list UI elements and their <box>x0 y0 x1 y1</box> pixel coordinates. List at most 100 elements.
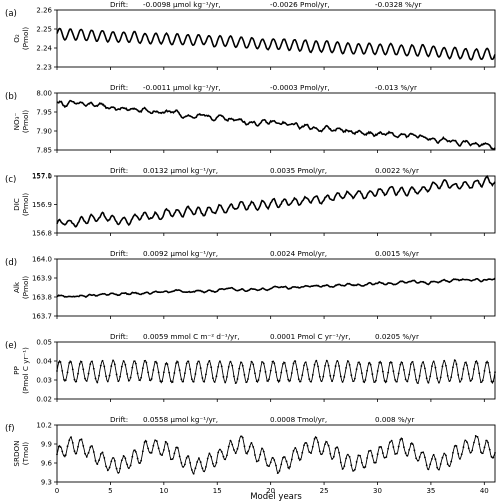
data-point <box>187 360 190 363</box>
data-point <box>276 379 279 382</box>
data-point <box>325 441 328 443</box>
data-point <box>145 440 148 443</box>
data-point <box>380 362 383 364</box>
data-point <box>250 442 253 444</box>
data-point <box>152 444 155 447</box>
data-point <box>313 437 316 440</box>
data-point <box>136 372 139 375</box>
data-point <box>136 457 139 460</box>
y-tick-label: 157.1 <box>32 172 52 180</box>
data-point <box>462 446 465 449</box>
data-point <box>192 380 195 383</box>
data-point <box>206 363 209 366</box>
data-point <box>406 454 409 457</box>
data-point <box>466 441 468 443</box>
data-point <box>383 456 386 459</box>
data-point <box>96 463 99 465</box>
y-axis-label: NO₃⁻ <box>12 112 21 130</box>
x-tick-label: 40 <box>480 487 489 495</box>
data-point <box>103 456 106 459</box>
data-point <box>390 361 393 364</box>
data-point <box>215 461 218 464</box>
data-point <box>462 368 465 370</box>
data-point <box>245 452 248 455</box>
data-point <box>259 453 262 456</box>
data-point <box>194 373 197 375</box>
data-point <box>313 363 316 366</box>
x-tick-label: 5 <box>108 487 112 495</box>
data-point <box>80 438 83 441</box>
data-point <box>262 450 265 453</box>
drift-text: 0.0015 %/yr <box>375 249 419 258</box>
data-point <box>70 361 72 363</box>
data-point <box>127 379 130 382</box>
data-point <box>99 453 102 455</box>
y-tick-label: 7.85 <box>36 147 52 155</box>
y-axis-label: (Pmol) <box>21 27 30 51</box>
data-point <box>194 467 197 470</box>
data-point <box>164 363 167 365</box>
data-point <box>168 371 171 374</box>
data-point <box>108 374 111 377</box>
data-point <box>175 362 178 365</box>
data-point <box>425 464 428 467</box>
data-point <box>296 450 298 453</box>
data-point <box>278 379 281 382</box>
data-point <box>110 460 113 463</box>
drift-text: 0.0035 Pmol/yr, <box>270 166 327 175</box>
data-point <box>191 469 193 471</box>
data-point <box>360 461 363 464</box>
data-point <box>341 381 344 383</box>
series-line <box>56 99 496 151</box>
drift-text: 0.0008 Tmol/yr, <box>270 415 327 424</box>
data-point <box>378 361 381 364</box>
data-point <box>431 457 433 460</box>
data-point <box>432 453 435 456</box>
data-point <box>59 446 62 448</box>
data-point <box>143 359 146 362</box>
panel-f: (f) Drift: 0.0558 μmol kg⁻¹/yr, 0.0008 Tmol… <box>5 415 496 495</box>
data-point <box>257 379 260 381</box>
data-point <box>206 457 209 460</box>
data-point <box>252 363 255 366</box>
data-point <box>201 377 204 379</box>
data-point <box>481 379 484 382</box>
data-point <box>140 376 143 379</box>
data-point <box>145 361 148 364</box>
data-point <box>115 373 118 376</box>
x-tick-label: 0 <box>55 487 59 495</box>
data-point <box>366 369 368 372</box>
data-point <box>487 361 489 364</box>
data-point <box>85 380 88 382</box>
plot-frame <box>56 175 496 234</box>
data-point <box>473 441 475 444</box>
data-point <box>129 464 132 467</box>
data-point <box>467 373 470 375</box>
data-point <box>217 451 220 454</box>
data-point <box>445 364 447 367</box>
data-point <box>75 452 78 455</box>
data-point <box>68 439 71 442</box>
data-point <box>471 378 474 380</box>
data-point <box>294 446 297 449</box>
data-point <box>387 371 390 374</box>
drift-text: -0.0328 %/yr <box>375 0 422 9</box>
data-point <box>297 378 300 381</box>
data-point <box>315 436 318 439</box>
drift-text: 0.0205 %/yr <box>375 332 419 341</box>
data-point <box>318 375 321 378</box>
data-point <box>233 449 235 451</box>
data-point <box>441 365 444 368</box>
data-point <box>381 452 384 454</box>
data-point <box>84 452 86 455</box>
data-point <box>311 445 314 448</box>
data-point <box>385 380 388 383</box>
data-point <box>338 451 340 454</box>
data-point <box>392 446 395 448</box>
data-point <box>98 374 100 377</box>
data-point <box>439 376 442 379</box>
data-point <box>401 438 404 440</box>
drift-text: Drift: <box>110 83 128 92</box>
panel-c: (c) Drift: 0.0132 μmol kg⁻¹/yr, 0.0035 Pmol… <box>5 166 496 238</box>
data-point <box>362 466 365 469</box>
